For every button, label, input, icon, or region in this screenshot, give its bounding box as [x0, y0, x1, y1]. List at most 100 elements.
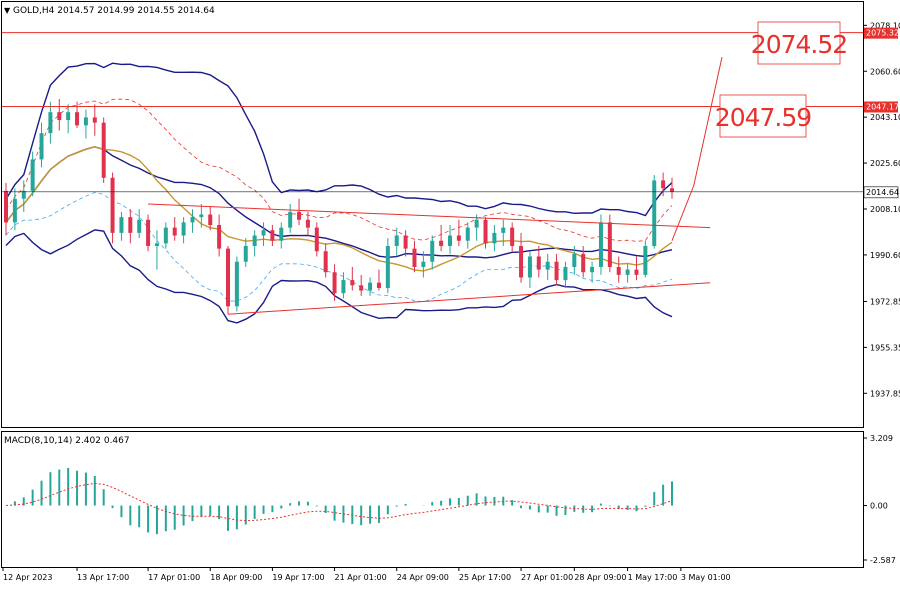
level-axis-tag — [864, 27, 898, 39]
price-tick-label: 1990.60 — [870, 251, 900, 260]
candle-body — [448, 235, 452, 246]
candle-body — [341, 280, 346, 294]
level-axis-tag-label: 2075.32 — [866, 29, 899, 38]
time-tick-label: 3 May 01:00 — [681, 573, 731, 582]
target-label-box — [757, 21, 841, 65]
upper-trendline — [148, 203, 711, 229]
price-tick-label: 1972.85 — [870, 297, 900, 306]
candle-body — [119, 217, 124, 233]
candle-body — [217, 224, 222, 249]
candle-body — [563, 266, 568, 281]
price-tick-label: 1937.85 — [870, 389, 900, 398]
candle-body — [456, 235, 461, 241]
candle-body — [199, 214, 204, 218]
macd-tick-label: 3.209 — [870, 434, 893, 443]
candle-body — [368, 282, 373, 291]
candle-body — [439, 240, 444, 246]
candle-body — [30, 159, 35, 191]
level-axis-tag — [864, 101, 898, 113]
time-tick-label: 18 Apr 09:00 — [210, 573, 262, 582]
lower-trendline — [227, 282, 711, 315]
candle-body — [66, 112, 71, 121]
candle-body — [483, 219, 488, 244]
current-price-tag-label: 2014.64 — [866, 188, 899, 197]
candle-body — [279, 227, 284, 241]
candle-body — [625, 269, 630, 275]
dropdown-arrow-icon[interactable]: ▼ — [4, 6, 11, 15]
candle-body — [332, 272, 337, 294]
symbol-header: GOLD,H4 2014.57 2014.99 2014.55 2014.64 — [13, 6, 215, 16]
candle-body — [146, 219, 151, 246]
candle-body — [172, 227, 177, 236]
candle-body — [376, 282, 381, 288]
price-tick-label: 2078.10 — [870, 21, 900, 30]
target-label-box — [719, 94, 807, 138]
candle-body — [510, 227, 515, 246]
macd-header: MACD(8,10,14) 2.402 0.467 — [4, 436, 130, 446]
candle-body — [12, 198, 17, 223]
price-tick-label: 1955.35 — [870, 343, 900, 352]
candle-body — [394, 235, 399, 246]
candle-body — [536, 256, 541, 270]
candle-body — [190, 217, 195, 223]
time-tick-label: 17 Apr 01:00 — [148, 573, 200, 582]
candle-body — [670, 188, 674, 192]
projection-path-line — [671, 56, 723, 241]
bollinger-middle-line — [5, 146, 673, 259]
candle-body — [83, 117, 88, 126]
time-tick-label: 19 Apr 17:00 — [272, 573, 324, 582]
price-tick-label: 2025.60 — [870, 159, 900, 168]
candle-body — [48, 112, 53, 134]
candle-body — [243, 245, 248, 262]
bollinger-lower-line — [5, 229, 673, 324]
candle-body — [21, 190, 26, 199]
candle-body — [226, 248, 230, 307]
candle-body — [181, 222, 186, 236]
candle-body — [572, 253, 577, 267]
candle-body — [252, 235, 257, 246]
candle-body — [288, 211, 293, 228]
candle-body — [137, 219, 142, 233]
candle-body — [359, 285, 364, 291]
candle-body — [643, 245, 648, 275]
candle-body — [154, 243, 159, 246]
candle-body — [314, 227, 319, 252]
target-price-label: 2047.59 — [715, 103, 811, 132]
time-tick-label: 21 Apr 01:00 — [335, 573, 387, 582]
moving-average-line — [5, 146, 673, 272]
candles — [4, 99, 674, 315]
price-tick-label: 2060.60 — [870, 67, 900, 76]
price-tick-label: 2043.10 — [870, 113, 900, 122]
target-price-label: 2074.52 — [751, 30, 847, 59]
candle-body — [163, 227, 168, 244]
candle-body — [305, 219, 310, 228]
macd-panel-frame — [1, 431, 864, 568]
candle-body — [554, 261, 559, 281]
candle-body — [661, 180, 666, 189]
candle-body — [492, 232, 497, 244]
level-axis-tag-label: 2047.17 — [866, 102, 899, 111]
candle-body — [39, 133, 44, 160]
candle-body — [75, 112, 80, 126]
time-tick-label: 25 Apr 17:00 — [459, 573, 511, 582]
axes: 2078.10 2060.60 2043.10 2025.60 2008.10 1990.… — [2, 21, 900, 582]
time-tick-label: 1 May 17:00 — [628, 573, 678, 582]
candle-body — [616, 266, 621, 275]
candle-body — [101, 122, 106, 178]
current-price-tag — [863, 186, 899, 199]
candle-body — [4, 190, 8, 223]
candle-body — [57, 112, 62, 121]
envelope-lower-line — [5, 192, 673, 303]
candle-body — [474, 219, 479, 228]
candle-body — [581, 253, 586, 273]
candle-body — [110, 177, 115, 233]
macd-tick-label: -2.587 — [870, 556, 896, 565]
candle-body — [128, 217, 133, 233]
candle-body — [598, 222, 603, 267]
candle-body — [421, 261, 426, 267]
candle-body — [412, 248, 417, 267]
candle-body — [545, 261, 550, 270]
indicator-lines — [5, 62, 673, 324]
